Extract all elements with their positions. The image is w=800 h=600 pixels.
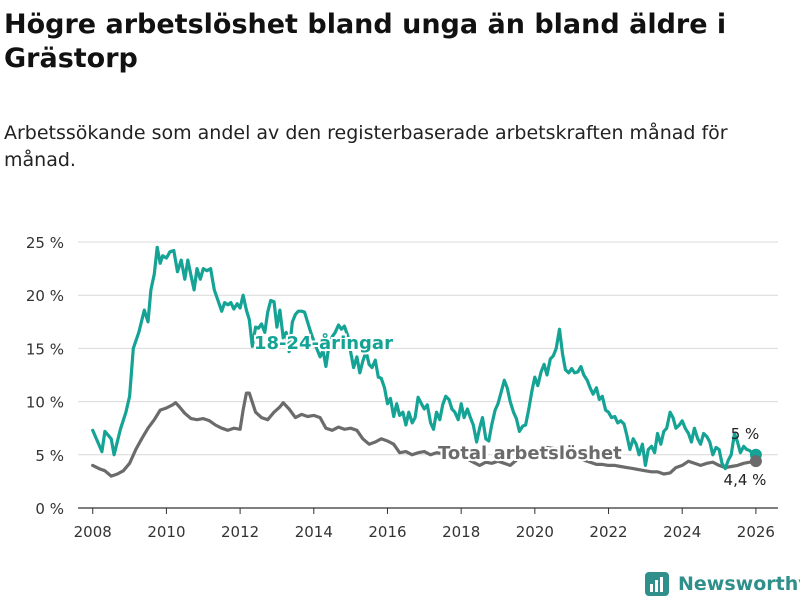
- y-tick-label: 20 %: [26, 287, 64, 305]
- x-tick-label: 2008: [74, 523, 112, 541]
- series-line-youth: [91, 245, 758, 471]
- x-tick-label: 2024: [663, 523, 701, 541]
- chart-subtitle: Arbetssökande som andel av den registerb…: [4, 122, 728, 171]
- x-tick-label: 2020: [516, 523, 554, 541]
- y-tick-label: 15 %: [26, 340, 64, 358]
- y-tick-label: 25 %: [26, 234, 64, 252]
- chart-title: Högre arbetslöshet bland unga än bland ä…: [4, 9, 727, 74]
- axis-layer: 0 % 5 % 10 % 15 % 20 % 25 % 2008 2010 2012 2014 20…: [26, 234, 778, 541]
- y-tick-label: 5 %: [35, 447, 64, 465]
- y-tick-label: 0 %: [35, 500, 64, 518]
- series-label-total: Total arbetslöshet: [438, 443, 622, 464]
- x-tick-label: 2014: [295, 523, 333, 541]
- y-tick-label: 10 %: [26, 394, 64, 412]
- end-point-total: [749, 455, 762, 468]
- x-tick-label: 2016: [368, 523, 406, 541]
- series-line-total: [91, 391, 758, 478]
- end-label-total: 4,4 %: [724, 471, 767, 489]
- series-layer: [91, 245, 758, 478]
- end-label-youth: 5 %: [731, 425, 760, 443]
- x-tick-label: 2018: [442, 523, 480, 541]
- x-tick-label: 2012: [221, 523, 259, 541]
- x-tick-label: 2026: [737, 523, 775, 541]
- newsworthy-logo-icon: [645, 572, 669, 596]
- x-tick-label: 2010: [147, 523, 185, 541]
- brand-logo[interactable]: Newsworthy: [644, 570, 800, 598]
- series-label-youth: 18-24-åringar: [254, 332, 393, 354]
- label-layer: 18-24-åringar Total arbetslöshet 5 % 4,4 %: [252, 330, 767, 489]
- x-tick-label: 2022: [589, 523, 627, 541]
- brand-name: Newsworthy: [678, 573, 800, 595]
